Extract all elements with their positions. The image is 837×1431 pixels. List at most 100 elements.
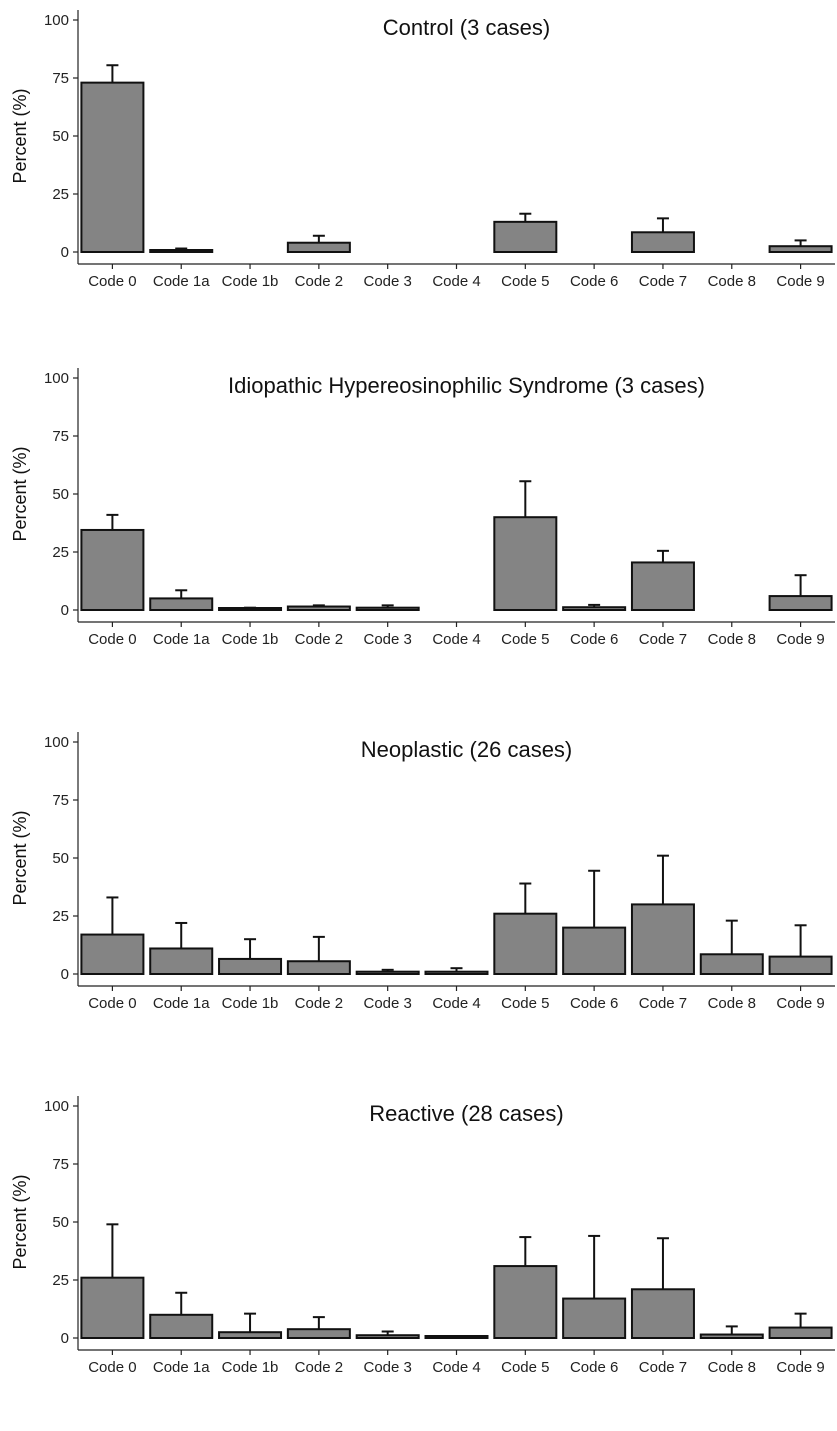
bar [768,595,833,612]
x-tick-label: Code 2 [295,1359,343,1376]
bar [355,606,420,611]
error-bar [656,549,669,563]
error-bar [519,882,532,914]
bar [562,606,627,612]
bar [218,607,283,611]
x-tick-label: Code 4 [432,1359,480,1376]
x-tick-label: Code 1b [222,1359,279,1376]
bar [424,970,489,975]
y-tick-label: 25 [52,544,69,561]
x-tick-label: Code 9 [776,1359,824,1376]
bar [286,1328,351,1340]
error-bar [656,854,669,905]
bar [768,955,833,976]
y-tick-label: 50 [52,486,69,503]
y-axis-label: Percent (%) [10,810,30,905]
chart-svg: Idiopathic Hypereosinophilic Syndrome (3… [10,368,835,648]
x-tick-label: Code 6 [570,995,618,1012]
bar [699,953,764,975]
chart-svg: Control (3 cases) Percent (%) 0 25 50 75 100 Co… [10,10,835,290]
y-tick-label: 0 [61,244,69,261]
error-bar [725,1325,738,1335]
bar [218,957,283,975]
y-tick-label: 75 [52,70,69,87]
y-tick-label: 25 [52,908,69,925]
chart-title: Reactive (28 cases) [369,1101,563,1126]
y-tick-label: 50 [52,128,69,145]
bar [355,970,420,975]
x-tick-label: Code 1b [222,273,279,290]
bar [630,231,695,253]
error-bar [312,935,325,962]
bar [80,528,145,612]
x-tick-label: Code 8 [708,631,756,648]
y-tick-label: 0 [61,1330,69,1347]
bar [80,81,145,253]
x-tick-label: Code 3 [363,631,411,648]
x-tick-label: Code 0 [88,1359,136,1376]
x-tick-label: Code 1b [222,995,279,1012]
error-bar [244,1312,257,1333]
x-tick-label: Code 0 [88,273,136,290]
bar [149,249,214,253]
bar [630,561,695,612]
x-tick-label: Code 1a [153,1359,210,1376]
error-bar [656,1237,669,1290]
x-tick-label: Code 8 [708,273,756,290]
bar [493,912,558,975]
x-tick-label: Code 0 [88,995,136,1012]
y-tick-label: 75 [52,792,69,809]
error-bar [312,234,325,243]
x-tick-label: Code 5 [501,273,549,290]
error-bar [175,589,188,599]
x-tick-label: Code 9 [776,995,824,1012]
error-bar [794,1312,807,1328]
error-bar [106,896,119,935]
bar [699,1333,764,1340]
bar [149,1313,214,1340]
x-tick-label: Code 2 [295,631,343,648]
y-axis-label: Percent (%) [10,446,30,541]
chart-panel: Reactive (28 cases) Percent (%) 0 25 50 75 100… [0,1086,837,1431]
bar [493,516,558,611]
error-bar [519,212,532,222]
x-tick-label: Code 9 [776,631,824,648]
x-tick-label: Code 7 [639,631,687,648]
error-bar [794,924,807,957]
error-bar [588,869,601,928]
x-tick-label: Code 7 [639,1359,687,1376]
y-tick-label: 100 [44,1098,69,1115]
bar [562,1297,627,1339]
bar [149,947,214,975]
bar [562,926,627,976]
error-bar [175,1291,188,1315]
figure: Control (3 cases) Percent (%) 0 25 50 75 100 Co… [0,0,837,1376]
chart-panel: Control (3 cases) Percent (%) 0 25 50 75 100 Co… [0,0,837,345]
y-tick-label: 100 [44,370,69,387]
x-tick-label: Code 2 [295,273,343,290]
x-tick-label: Code 6 [570,1359,618,1376]
bar [630,903,695,975]
bar [493,220,558,253]
chart-title: Neoplastic (26 cases) [361,737,573,762]
y-tick-label: 0 [61,966,69,983]
error-bar [106,64,119,83]
chart-title: Idiopathic Hypereosinophilic Syndrome (3… [228,373,705,398]
chart-panel: Neoplastic (26 cases) Percent (%) 0 25 50 75 1… [0,722,837,1067]
bar [768,1326,833,1339]
chart-title: Control (3 cases) [383,15,551,40]
x-tick-label: Code 0 [88,631,136,648]
y-tick-label: 75 [52,428,69,445]
x-tick-label: Code 3 [363,273,411,290]
x-tick-label: Code 1a [153,273,210,290]
x-tick-label: Code 9 [776,273,824,290]
x-tick-label: Code 5 [501,995,549,1012]
x-tick-label: Code 6 [570,273,618,290]
y-tick-label: 50 [52,1214,69,1231]
y-tick-label: 25 [52,1272,69,1289]
x-tick-label: Code 6 [570,631,618,648]
x-tick-label: Code 4 [432,631,480,648]
error-bar [588,1234,601,1299]
x-tick-label: Code 4 [432,273,480,290]
error-bar [312,1316,325,1330]
